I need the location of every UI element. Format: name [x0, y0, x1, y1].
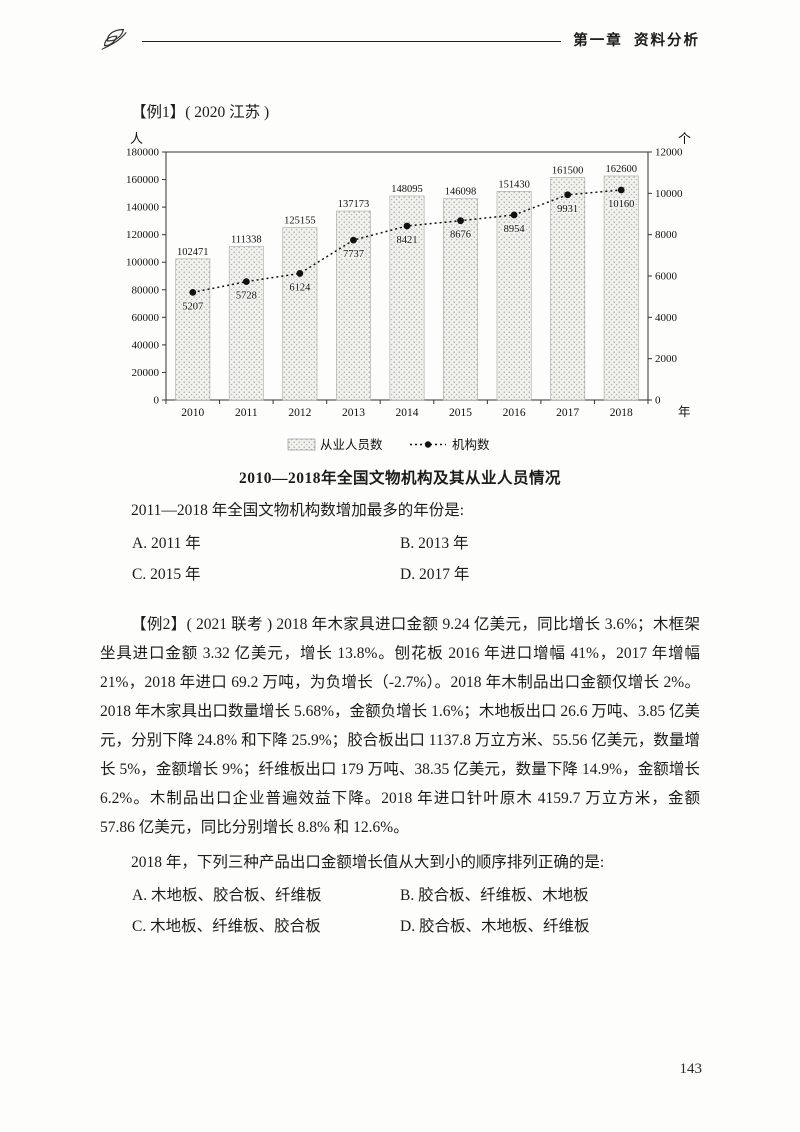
example2-option-a: A. 木地板、胶合板、纤维板 [132, 887, 322, 904]
svg-text:8421: 8421 [397, 235, 418, 246]
svg-text:151430: 151430 [498, 179, 529, 190]
svg-text:2012: 2012 [288, 407, 311, 419]
example1-chart: 0 20000 40000 60000 80000 100000 120000 140000 1… [98, 126, 702, 458]
svg-text:80000: 80000 [132, 284, 160, 296]
svg-text:4000: 4000 [655, 312, 678, 324]
example2-option-c: C. 木地板、纤维板、胶合板 [132, 918, 321, 935]
svg-text:146098: 146098 [445, 187, 477, 198]
example1-options: A. 2011 年 B. 2013 年 C. 2015 年 D. 2017 年 [100, 531, 700, 584]
svg-text:人: 人 [130, 131, 143, 146]
svg-text:162600: 162600 [605, 164, 637, 175]
svg-text:2016: 2016 [503, 407, 526, 419]
example2-paragraph: 【例2】( 2021 联考 ) 2018 年木家具进口金额 9.24 亿美元，同… [100, 610, 700, 842]
svg-text:2000: 2000 [655, 353, 678, 365]
svg-text:7737: 7737 [343, 249, 364, 260]
svg-text:140000: 140000 [126, 202, 160, 214]
svg-text:2014: 2014 [396, 407, 419, 419]
svg-text:9931: 9931 [557, 204, 578, 215]
example1-label: 【例1】( 2020 江苏 ) [131, 104, 270, 121]
svg-text:6124: 6124 [289, 282, 311, 293]
svg-text:2013: 2013 [342, 407, 365, 419]
svg-text:60000: 60000 [132, 312, 160, 324]
svg-text:2010: 2010 [181, 407, 204, 419]
svg-text:2018: 2018 [610, 407, 633, 419]
svg-text:5207: 5207 [182, 301, 203, 312]
svg-text:120000: 120000 [126, 229, 160, 241]
svg-text:161500: 161500 [552, 165, 584, 176]
svg-text:20000: 20000 [132, 367, 160, 379]
chart-title: 2010—2018年全国文物机构及其从业人员情况 [238, 470, 561, 487]
svg-text:2011: 2011 [235, 407, 258, 419]
svg-text:8676: 8676 [450, 230, 471, 241]
svg-text:2017: 2017 [556, 407, 579, 419]
chapter-heading: 第一章 资料分析 [573, 32, 700, 49]
svg-text:5728: 5728 [236, 291, 257, 302]
example1-option-a: A. 2011 年 [132, 535, 201, 552]
svg-text:10160: 10160 [608, 199, 634, 210]
svg-text:2015: 2015 [449, 407, 472, 419]
svg-text:148095: 148095 [391, 184, 423, 195]
page-header: 第一章 资料分析 [0, 0, 800, 52]
example1-option-c: C. 2015 年 [132, 566, 201, 583]
example2-text: 2018 年木家具进口金额 9.24 亿美元，同比增长 3.6%；木框架坐具进口… [100, 616, 701, 836]
svg-text:8954: 8954 [504, 224, 526, 235]
svg-text:从业人员数: 从业人员数 [320, 437, 383, 452]
svg-text:年: 年 [678, 405, 691, 419]
svg-text:102471: 102471 [177, 247, 209, 258]
svg-text:100000: 100000 [126, 257, 160, 269]
example2-option-d: D. 胶合板、木地板、纤维板 [400, 918, 590, 935]
chart-svg: 0200004000060000800001000001200001400001… [126, 131, 691, 452]
example2-option-b: B. 胶合板、纤维板、木地板 [400, 887, 589, 904]
svg-text:机构数: 机构数 [452, 437, 490, 452]
page-number: 143 [679, 1061, 703, 1077]
example1-option-d: D. 2017 年 [400, 566, 470, 583]
svg-text:125155: 125155 [284, 216, 316, 227]
header-rule [142, 40, 562, 42]
example2-label: 【例2】( 2021 联考 ) [131, 616, 277, 633]
svg-text:8000: 8000 [655, 229, 678, 241]
svg-text:160000: 160000 [126, 174, 160, 186]
svg-text:个: 个 [678, 131, 691, 146]
svg-text:12000: 12000 [655, 147, 683, 159]
example2-question: 2018 年，下列三种产品出口金额增长值从大到小的顺序排列正确的是: [131, 854, 605, 871]
example2-options: A. 木地板、胶合板、纤维板 B. 胶合板、纤维板、木地板 C. 木地板、纤维板… [100, 883, 700, 936]
svg-text:111338: 111338 [231, 235, 262, 246]
leaf-logo-icon [101, 28, 127, 50]
svg-text:0: 0 [655, 395, 661, 407]
svg-text:137173: 137173 [338, 199, 370, 210]
example1-question: 2011—2018 年全国文物机构数增加最多的年份是: [131, 502, 465, 519]
svg-text:0: 0 [154, 395, 160, 407]
svg-text:10000: 10000 [655, 188, 683, 200]
svg-text:40000: 40000 [132, 339, 160, 351]
svg-text:180000: 180000 [126, 147, 160, 159]
example1-option-b: B. 2013 年 [400, 535, 469, 552]
svg-text:6000: 6000 [655, 271, 678, 283]
